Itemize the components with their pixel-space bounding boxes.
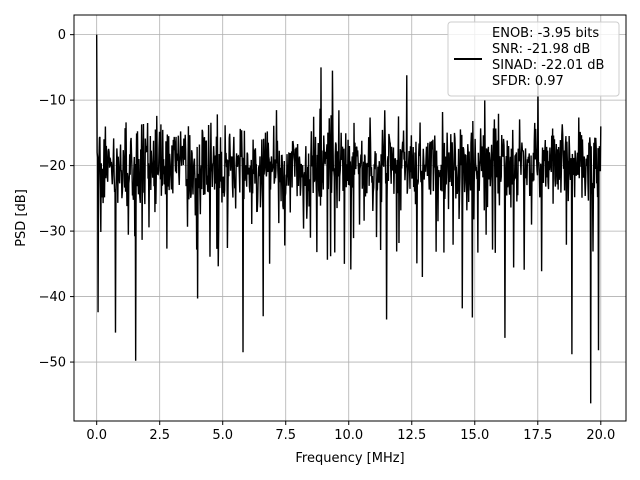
- y-axis-label: PSD [dB]: [14, 189, 29, 247]
- x-tick-label: 2.5: [149, 428, 170, 443]
- x-axis: 0.0 2.5 5.0 7.5 10.0 12.5 15.0 17.5 20.0: [86, 421, 615, 443]
- x-tick-label: 12.5: [397, 428, 426, 443]
- psd-series-line: [95, 34, 602, 404]
- legend-snr-text: SNR: -21.98 dB: [492, 42, 590, 57]
- y-tick-label: 0: [58, 28, 66, 43]
- legend-sfdr-text: SFDR: 0.97: [492, 74, 564, 89]
- y-tick-label: −10: [39, 94, 66, 109]
- y-tick-label: −40: [39, 290, 66, 305]
- y-tick-label: −20: [39, 159, 66, 174]
- legend-sinad-text: SINAD: -22.01 dB: [492, 58, 604, 73]
- legend: ENOB: -3.95 bits SNR: -21.98 dB SINAD: -…: [447, 21, 620, 97]
- x-tick-label: 10.0: [334, 428, 363, 443]
- axes-frame: [73, 14, 627, 422]
- x-tick-label: 17.5: [523, 428, 552, 443]
- x-tick-label: 20.0: [586, 428, 615, 443]
- y-tick-label: −30: [39, 225, 66, 240]
- x-axis-label: Frequency [MHz]: [295, 451, 404, 466]
- x-tick-label: 0.0: [86, 428, 107, 443]
- plot-area: [95, 34, 602, 404]
- legend-enob-text: ENOB: -3.95 bits: [492, 26, 599, 41]
- legend-box: [447, 21, 620, 97]
- x-tick-label: 5.0: [212, 428, 233, 443]
- x-tick-label: 7.5: [275, 428, 296, 443]
- x-tick-label: 15.0: [460, 428, 489, 443]
- y-axis: 0 −10 −20 −30 −40 −50: [39, 28, 74, 371]
- y-tick-label: −50: [39, 356, 66, 371]
